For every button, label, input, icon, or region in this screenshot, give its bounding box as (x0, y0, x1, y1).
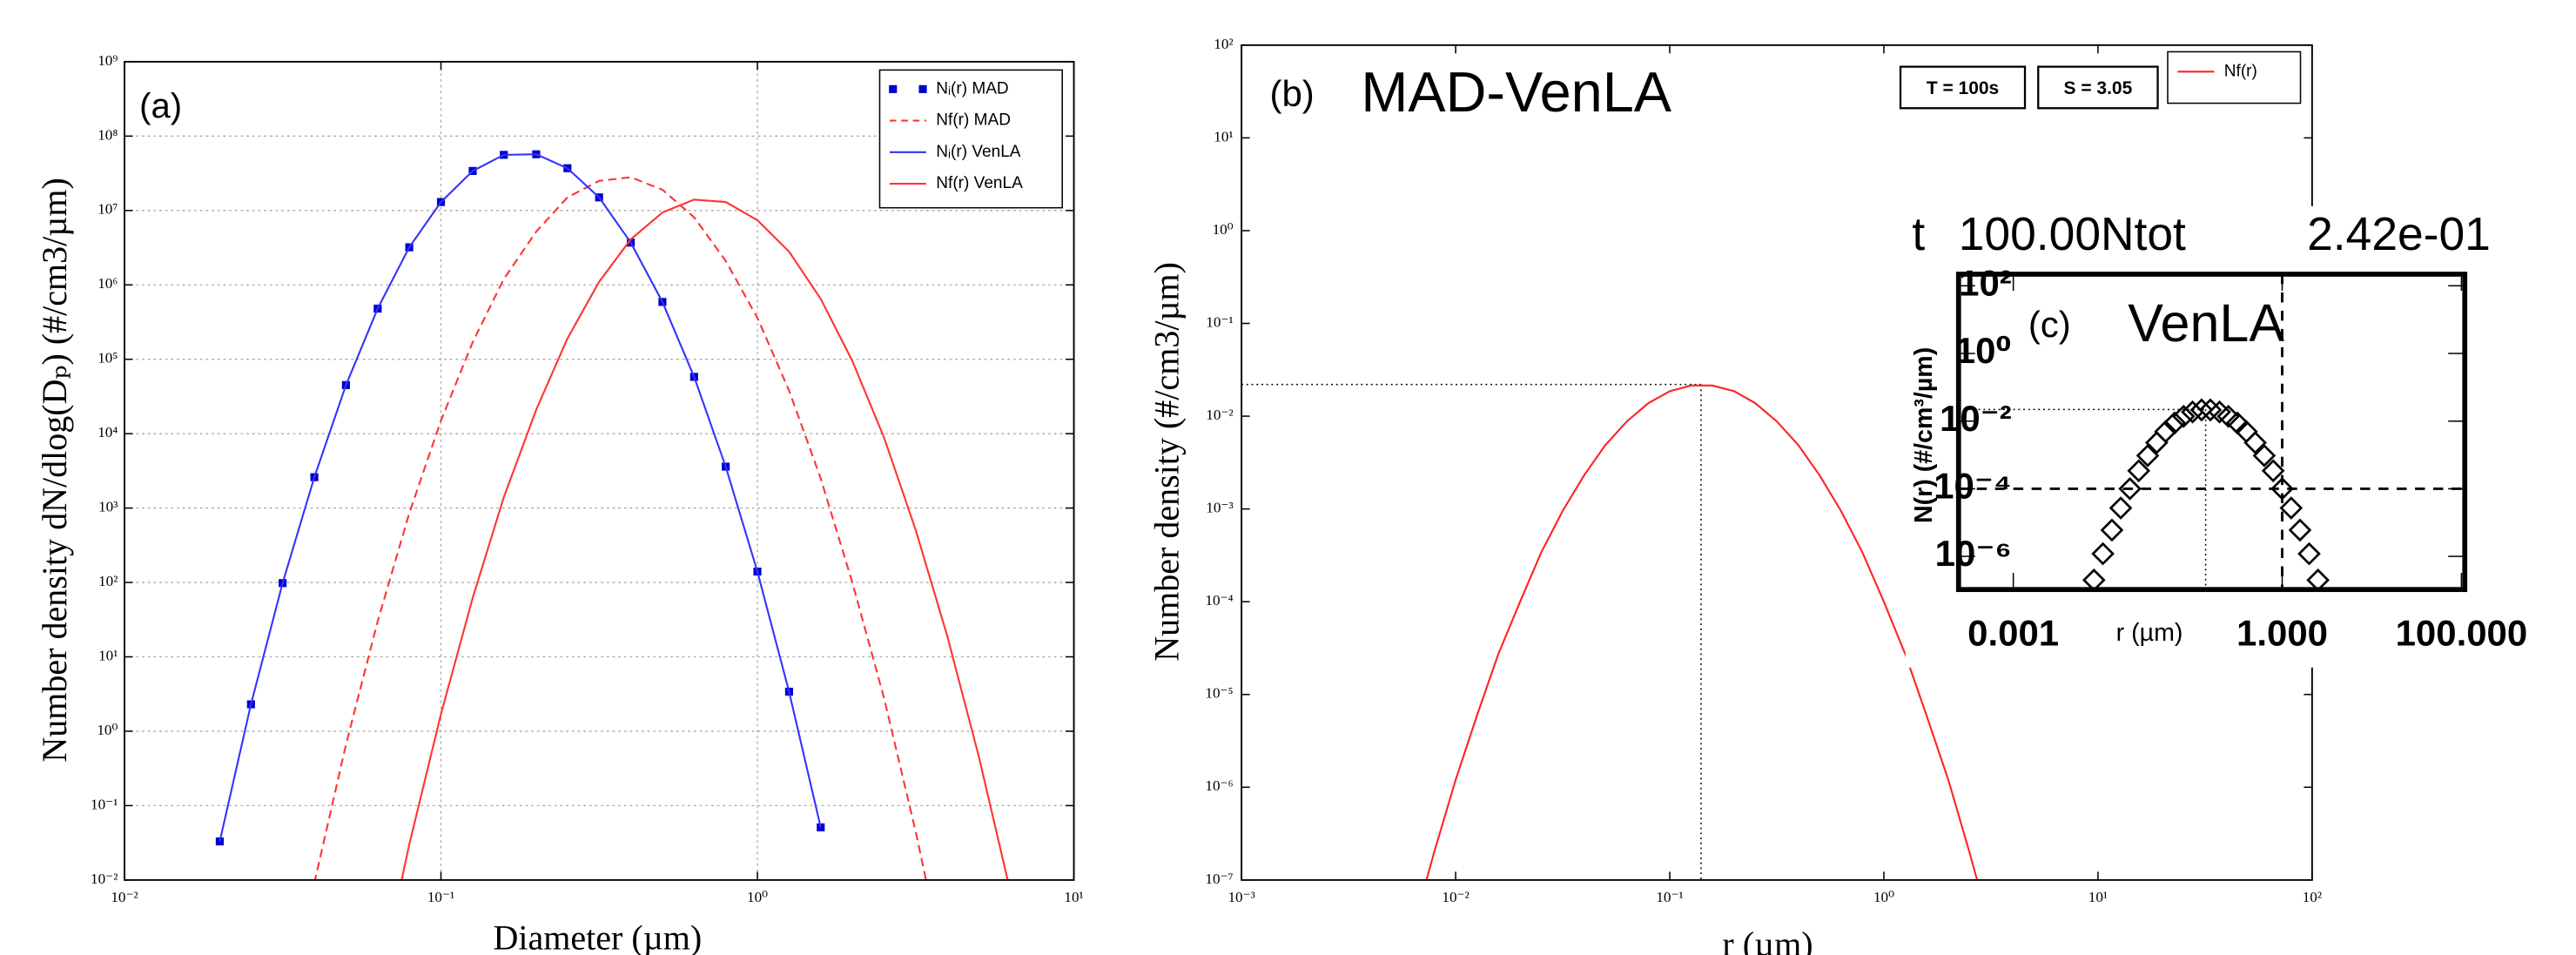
marker (2261, 459, 2285, 483)
marker (2252, 444, 2277, 467)
y-tick-label: 10⁰ (1213, 221, 1234, 238)
label: (c) (2028, 304, 2071, 345)
y-tick-label: 10⁻² (91, 871, 118, 887)
y-tick-label: 10⁴ (98, 424, 118, 441)
legend-box (2167, 50, 2302, 104)
y-tick-label: 10⁶ (98, 275, 118, 292)
xlabel: Diameter (µm) (494, 918, 703, 955)
marker (2118, 477, 2142, 501)
marker (2181, 400, 2204, 424)
y-tick-label: 10⁻² (1940, 398, 2012, 439)
x-tick-label: 10⁻³ (1227, 889, 1254, 905)
legend-box (878, 69, 1063, 209)
label: (b) (1270, 73, 1315, 114)
y-tick-label: 10⁻⁴ (1934, 466, 2012, 507)
marker (2171, 404, 2196, 428)
marker (2216, 404, 2241, 428)
x-tick-label: 10¹ (1064, 889, 1083, 905)
x-tick-label: 10⁰ (747, 889, 768, 905)
y-tick-label: 10⁵ (98, 350, 118, 367)
ylabel: Number density (#/cm3/µm) (1147, 262, 1186, 662)
legend-marker (918, 84, 927, 93)
legend-label: Nf(r) MAD (936, 111, 1011, 130)
x-tick-label: 10⁰ (1873, 889, 1894, 905)
y-tick-label: 10⁻¹ (1206, 313, 1233, 330)
marker (2243, 431, 2267, 454)
marker (2189, 398, 2214, 422)
marker (2297, 541, 2321, 566)
line-series (400, 198, 1009, 880)
legend-label: Nᵢ(r) MAD (936, 79, 1008, 98)
marker (2091, 541, 2115, 566)
y-tick-label: 10² (98, 573, 118, 589)
marker (2270, 477, 2294, 501)
y-tick-label: 10⁰ (97, 722, 118, 738)
y-tick-label: 10⁻⁴ (1205, 592, 1233, 609)
marker (2109, 496, 2133, 520)
y-tick-label: 10⁻⁶ (1205, 777, 1233, 794)
y-tick-label: 10⁸ (98, 126, 118, 143)
y-tick-label: 10⁻⁷ (1205, 871, 1233, 887)
ylabel: N(r) (#/cm³/µm) (1910, 347, 1938, 523)
y-tick-label: 10⁻⁶ (1935, 533, 2012, 574)
y-tick-label: 10² (1214, 36, 1233, 52)
x-tick-label: 10⁻¹ (1656, 889, 1683, 905)
y-tick-label: 10⁻² (1206, 407, 1233, 423)
marker (2154, 420, 2177, 444)
plot-frame (124, 60, 1075, 881)
marker (2127, 459, 2151, 483)
y-tick-label: 10⁰ (1955, 330, 2012, 371)
annotation: T = 100s (1927, 78, 1999, 98)
x-tick-label: 10¹ (2088, 889, 2108, 905)
annotation-box (2037, 65, 2159, 110)
header-text: 2.42e-01 (2307, 209, 2491, 260)
line-series (1425, 384, 1979, 880)
marker (2100, 518, 2124, 542)
x-tick-label: 10⁻² (111, 889, 138, 905)
x-tick-label: 1.000 (2236, 613, 2328, 654)
y-tick-label: 10⁻⁵ (1205, 685, 1233, 702)
marker (215, 837, 224, 846)
annotation-box (1899, 65, 2027, 110)
marker (2198, 398, 2223, 422)
y-tick-label: 10⁹ (98, 52, 118, 69)
x-tick-label: 10⁻¹ (427, 889, 454, 905)
x-tick-label: 100.000 (2396, 613, 2528, 654)
legend-label: Nf(r) VenLA (936, 174, 1023, 192)
line-series (313, 176, 927, 880)
y-tick-label: 10² (1959, 262, 2012, 303)
marker (2135, 444, 2160, 467)
header-text: t (1912, 209, 1925, 260)
plot-frame (1955, 272, 2468, 593)
y-tick-label: 10⁻¹ (91, 796, 118, 812)
marker (2279, 496, 2304, 520)
line-series (219, 153, 822, 842)
y-tick-label: 10¹ (1214, 128, 1233, 145)
x-tick-label: 10⁻² (1442, 889, 1469, 905)
title: VenLA (2128, 293, 2284, 353)
legend-marker (889, 84, 898, 93)
x-tick-label: 10² (2303, 889, 2322, 905)
y-tick-label: 10¹ (98, 647, 118, 663)
ylabel: Number density dN/dlog(Dₚ) (#/cm3/µm) (35, 178, 74, 762)
legend-label: Nf(r) (2224, 62, 2257, 80)
header-text: 100.00Ntot (1959, 209, 2186, 260)
xlabel: r (µm) (1722, 925, 1813, 955)
annotation: S = 3.05 (2064, 78, 2133, 98)
title: MAD-VenLA (1361, 60, 1671, 124)
legend-label: Nᵢ(r) VenLA (936, 143, 1021, 161)
y-tick-label: 10⁻³ (1206, 500, 1233, 516)
marker (2162, 411, 2187, 435)
y-tick-label: 10³ (98, 499, 118, 515)
xlabel: r (µm) (2116, 619, 2183, 647)
x-tick-label: 0.001 (1967, 613, 2059, 654)
y-tick-label: 10⁷ (98, 201, 118, 218)
marker (2288, 518, 2312, 542)
label: (a) (139, 87, 182, 125)
